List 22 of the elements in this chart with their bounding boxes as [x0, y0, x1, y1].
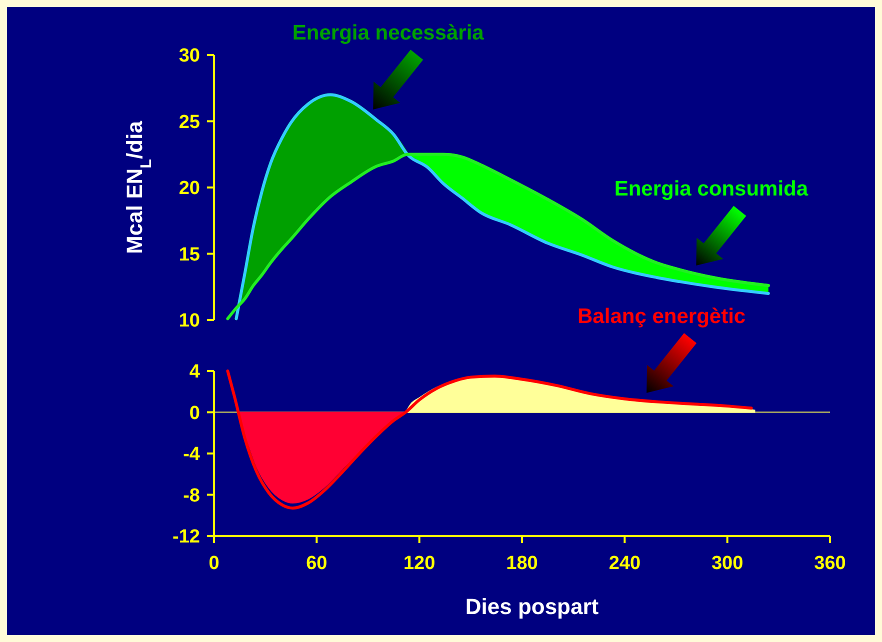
x-tick-label: 120	[403, 553, 436, 574]
y-tick-label: -4	[183, 444, 200, 466]
x-tick-label: 360	[814, 553, 846, 574]
x-axis-title: Dies pospart	[465, 594, 600, 619]
x-tick-label: 0	[208, 553, 220, 574]
text: Balanç energètic	[578, 304, 746, 328]
x-tick-label: 180	[506, 553, 538, 574]
x-tick-label: 240	[608, 553, 641, 574]
y-tick-label: 25	[178, 112, 200, 133]
y-tick-label: 4	[189, 362, 200, 383]
y-tick-label: -12	[172, 526, 200, 548]
y-tick-label: 30	[178, 46, 200, 67]
line-series	[226, 370, 753, 510]
y-tick-label: 10	[178, 310, 200, 332]
series-label: Energia consumida	[614, 178, 808, 201]
y-tick-label: -8	[183, 485, 200, 506]
x-tick-label: 300	[711, 553, 744, 574]
x-tick-label: 60	[306, 553, 328, 574]
y-tick-label: 0	[189, 402, 200, 424]
y-tick-label: 20	[178, 178, 200, 200]
y-tick-label: 15	[178, 244, 200, 266]
text: Energia necessària	[292, 21, 484, 44]
